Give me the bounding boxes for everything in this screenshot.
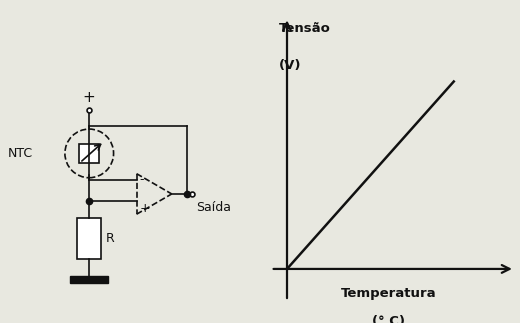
- Text: +: +: [140, 202, 150, 215]
- Text: +: +: [83, 90, 96, 105]
- Text: Temperatura: Temperatura: [341, 287, 436, 300]
- Text: (° C): (° C): [372, 315, 405, 323]
- Text: (V): (V): [279, 59, 302, 72]
- Text: R: R: [106, 232, 114, 245]
- Text: Saída: Saída: [196, 201, 231, 214]
- Text: Tensão: Tensão: [279, 22, 331, 35]
- Bar: [79, 144, 99, 163]
- Text: -: -: [140, 173, 144, 186]
- Bar: [70, 276, 108, 283]
- Bar: [77, 218, 101, 259]
- Text: NTC: NTC: [8, 147, 33, 160]
